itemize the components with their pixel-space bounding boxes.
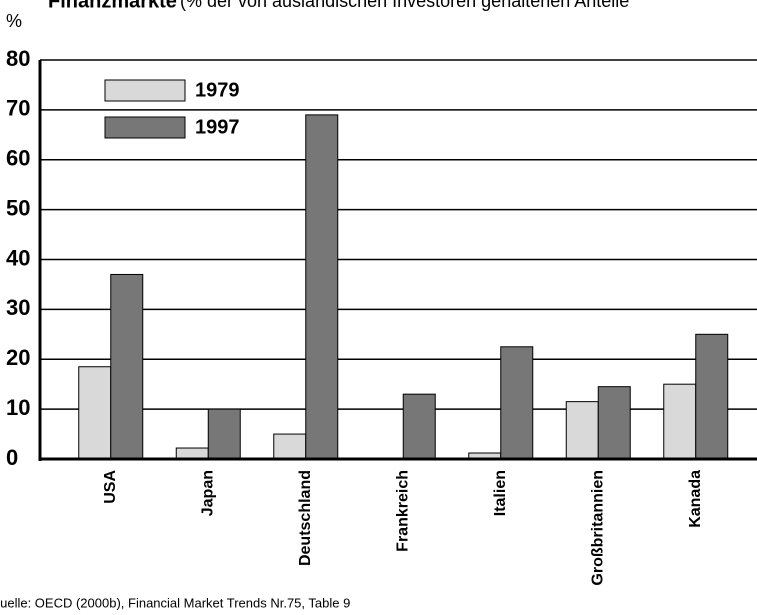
bar [110, 273, 144, 460]
x-tick-label: USA [102, 470, 119, 504]
bar [78, 366, 112, 460]
bar [207, 408, 241, 460]
y-tick-label: 70 [6, 96, 30, 121]
bar [273, 433, 307, 460]
x-tick-label: Großbritannien [589, 470, 606, 586]
bar [402, 393, 436, 460]
y-tick-label: 0 [6, 445, 18, 470]
legend-label: 1979 [195, 79, 240, 101]
x-tick-label: Kanada [687, 470, 704, 528]
y-tick-label: 50 [6, 195, 30, 220]
x-tick-label: Japan [199, 470, 216, 516]
x-tick-label: Frankreich [394, 470, 411, 552]
y-tick-label: 20 [6, 345, 30, 370]
bar [597, 386, 631, 460]
x-tick-label: Deutschland [297, 470, 314, 566]
chart-title: Finanzmärkte [48, 0, 177, 12]
y-axis-label: % [6, 11, 22, 31]
legend-swatch [104, 79, 186, 102]
legend-swatch [104, 116, 186, 139]
x-tick-label: Italien [492, 470, 509, 516]
y-tick-label: 30 [6, 295, 30, 320]
bar [305, 114, 339, 460]
legend-label: 1997 [195, 116, 240, 138]
source-note: Quelle: OECD (2000b), Financial Market T… [0, 595, 350, 610]
bar [663, 383, 697, 460]
y-tick-label: 80 [6, 46, 30, 71]
bar [695, 333, 729, 460]
bar [565, 401, 599, 460]
bar [500, 346, 534, 460]
chart-subtitle: (% der von ausländischen Investoren geha… [180, 0, 629, 11]
bar [175, 447, 209, 460]
y-tick-label: 60 [6, 146, 30, 171]
y-tick-label: 10 [6, 395, 30, 420]
y-tick-label: 40 [6, 245, 30, 270]
